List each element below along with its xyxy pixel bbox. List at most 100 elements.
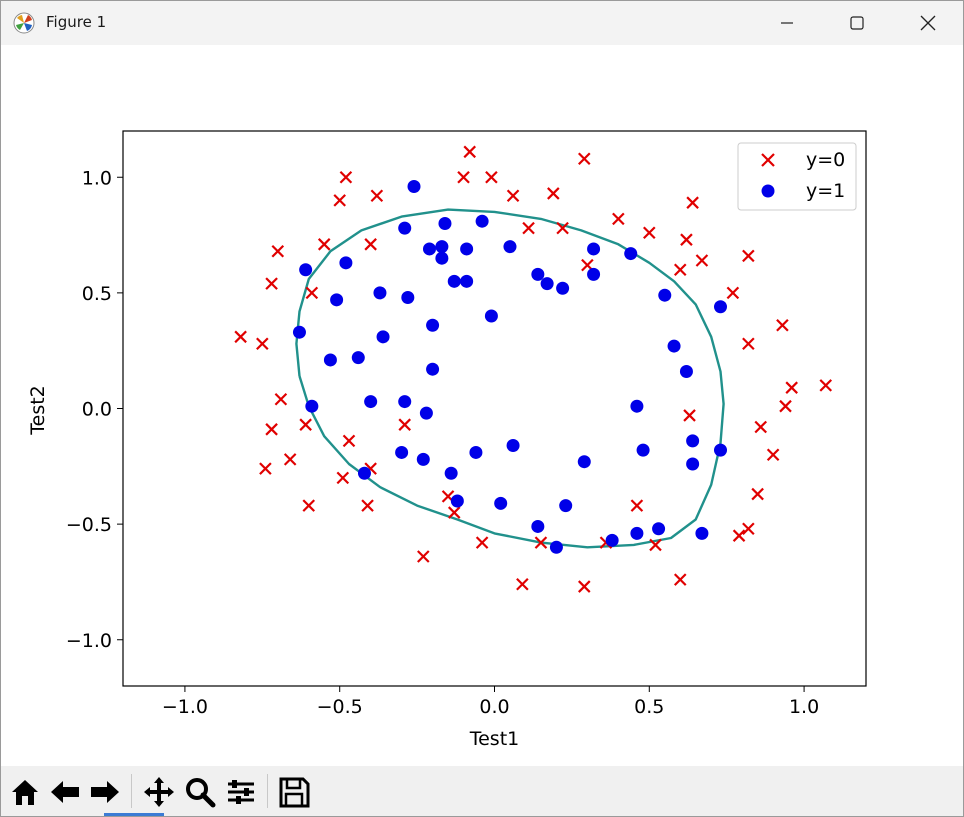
legend-label-y1: y=1 [806, 180, 845, 202]
save-button[interactable] [277, 775, 311, 809]
point-y1-dot [416, 452, 430, 466]
x-tick-label: 1.0 [789, 696, 819, 718]
point-y0-x-marker [766, 448, 780, 462]
point-y0-x-marker [339, 170, 353, 184]
y-axis-label: Test2 [27, 385, 49, 436]
point-y1-dot [438, 217, 452, 230]
data-points [234, 145, 833, 593]
pan-button[interactable] [142, 775, 176, 809]
point-y1-dot [376, 330, 390, 344]
legend-label-y0: y=0 [806, 149, 845, 171]
point-y0-x-marker [485, 170, 498, 184]
y-tick-label: −0.5 [66, 514, 112, 536]
x-tick-label: 0.5 [634, 696, 664, 718]
point-y0-x-marker [751, 487, 764, 501]
point-y1-dot [407, 180, 421, 193]
point-y0-x-marker [234, 330, 247, 344]
pan-icon [144, 777, 174, 807]
point-y1-dot [475, 214, 489, 228]
point-y0-x-marker [819, 379, 833, 392]
point-y1-dot [364, 395, 378, 409]
point-y0-x-marker [785, 381, 798, 394]
save-icon [279, 777, 310, 808]
point-y0-x-marker [398, 418, 411, 431]
zoom-button[interactable] [183, 775, 217, 809]
point-y1-dot [484, 309, 498, 323]
point-y1-dot [559, 499, 573, 513]
point-y1-dot [422, 242, 436, 256]
point-y1-dot [444, 466, 458, 480]
point-y0-x-marker [506, 189, 520, 203]
point-y0-x-marker [649, 538, 662, 552]
point-y0-x-marker [336, 471, 350, 485]
point-y0-x-marker [447, 506, 461, 519]
point-y0-x-marker [317, 238, 331, 251]
forward-button[interactable] [88, 775, 122, 809]
point-y1-dot [419, 406, 433, 420]
maximize-button[interactable] [822, 1, 892, 45]
maximize-icon [850, 16, 864, 30]
point-y1-dot [503, 240, 517, 254]
point-y0-x-marker [754, 420, 768, 434]
point-y1-dot [630, 399, 644, 413]
configure-subplots-button[interactable] [224, 775, 258, 809]
point-y1-dot [323, 353, 337, 367]
point-y0-x-marker [463, 145, 477, 159]
point-y1-dot [667, 339, 681, 353]
active-tool-indicator [104, 813, 164, 816]
point-y1-dot [460, 242, 474, 256]
point-y1-dot [713, 443, 727, 457]
point-y1-dot [587, 267, 601, 281]
point-y1-dot [577, 455, 591, 469]
point-y1-dot [713, 300, 727, 314]
point-y0-x-marker [612, 212, 625, 226]
point-y0-x-marker [578, 152, 591, 166]
legend-marker-y0 [761, 153, 775, 167]
point-y1-dot [506, 439, 520, 452]
point-y1-dot [686, 457, 700, 471]
point-y1-dot [426, 318, 440, 332]
navigation-toolbar [1, 766, 963, 816]
point-y1-dot [686, 434, 700, 448]
x-tick-label: −1.0 [162, 696, 208, 718]
point-y0-x-marker [683, 409, 696, 422]
point-y1-dot [330, 293, 344, 307]
point-y1-dot [652, 522, 666, 536]
point-y0-x-marker [779, 399, 792, 413]
point-y1-dot [587, 242, 601, 256]
point-y1-dot [435, 240, 449, 254]
zoom-icon [186, 778, 216, 808]
close-button[interactable] [893, 1, 963, 45]
minimize-button[interactable] [752, 1, 822, 45]
scatter-chart: −1.0 −0.5 0.0 0.5 1.0 −1.0 −0.5 0.0 0.5 1.0 Test1… [27, 130, 867, 750]
point-y0-x-marker [556, 221, 569, 235]
point-y0-x-marker [370, 189, 384, 203]
x-axis-label: Test1 [469, 728, 520, 750]
point-y0-x-marker [547, 187, 560, 200]
point-y0-x-marker [578, 580, 591, 593]
figure-canvas[interactable]: −1.0 −0.5 0.0 0.5 1.0 −1.0 −0.5 0.0 0.5 1.0 Test1… [1, 45, 963, 766]
point-y0-x-marker [742, 522, 755, 536]
point-y0-x-marker [732, 529, 746, 542]
back-button[interactable] [48, 775, 82, 809]
title-bar[interactable]: Figure 1 [1, 1, 963, 45]
point-y0-x-marker [673, 573, 687, 586]
point-y0-x-marker [364, 238, 377, 251]
point-y0-x-marker [274, 392, 288, 406]
point-y1-dot [450, 494, 464, 508]
decision-boundary-curve [295, 208, 725, 549]
point-y1-dot [305, 399, 319, 413]
point-y1-dot [636, 443, 650, 457]
configure-subplots-icon [228, 780, 254, 804]
point-y0-x-marker [695, 254, 709, 267]
x-tick-label: −0.5 [317, 696, 363, 718]
point-y1-dot [351, 351, 365, 365]
legend: y=0 y=1 [737, 142, 857, 211]
point-y0-x-marker [271, 244, 285, 258]
toolbar-separator [267, 774, 268, 808]
point-y0-x-marker [305, 286, 319, 300]
home-button[interactable] [8, 775, 42, 809]
point-y1-dot [658, 288, 672, 302]
y-tick-label: 1.0 [82, 167, 112, 189]
